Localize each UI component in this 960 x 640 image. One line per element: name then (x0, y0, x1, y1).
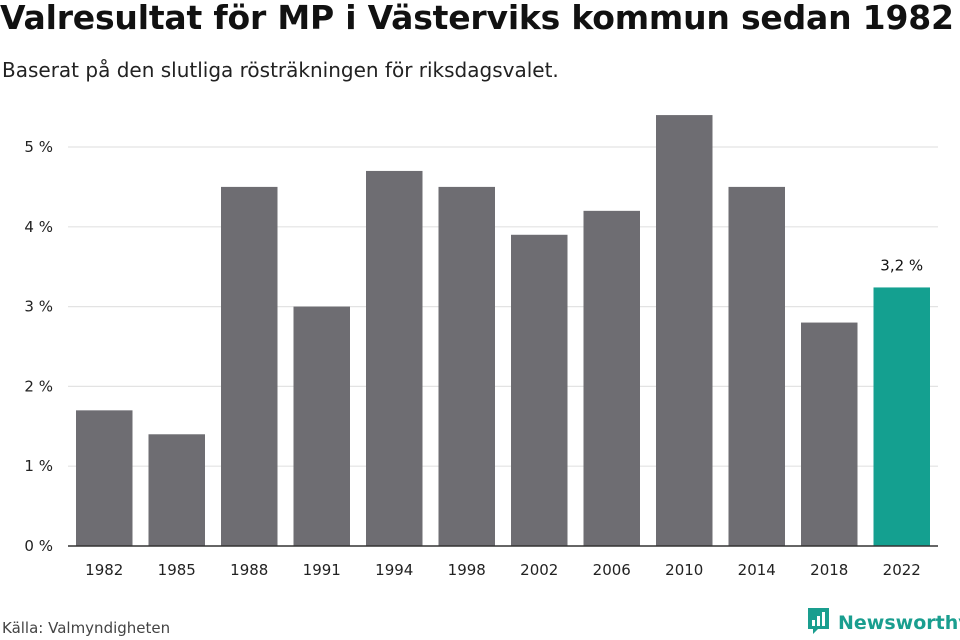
bar-1994 (366, 170, 423, 546)
bar-1985 (148, 434, 205, 546)
bar-2010 (656, 115, 713, 546)
y-tick-label: 0 % (24, 537, 53, 555)
y-tick-label: 1 % (24, 457, 53, 475)
y-tick-label: 4 % (24, 218, 53, 236)
x-tick-label: 1988 (230, 561, 268, 579)
x-tick-label: 1985 (158, 561, 196, 579)
bar-1991 (293, 306, 350, 546)
brand-name: Newsworthy (838, 612, 960, 634)
bar-2018 (801, 322, 858, 546)
chart-subtitle: Baserat på den slutliga rösträkningen fö… (2, 58, 559, 82)
x-tick-label: 2018 (810, 561, 848, 579)
x-tick-label: 2022 (883, 561, 921, 579)
newsworthy-logo-icon (806, 607, 831, 640)
y-tick-label: 5 % (24, 138, 53, 156)
x-tick-label: 1982 (85, 561, 123, 579)
bar-2006 (583, 210, 640, 546)
x-tick-label: 1994 (375, 561, 413, 579)
bar-1982 (76, 410, 133, 546)
x-tick-label: 2002 (520, 561, 558, 579)
y-tick-label: 2 % (24, 377, 53, 395)
x-tick-label: 1998 (448, 561, 486, 579)
newsworthy-brand[interactable]: Newsworthy (806, 607, 960, 640)
x-tick-label: 2014 (738, 561, 776, 579)
x-tick-label: 1991 (303, 561, 341, 579)
x-tick-label: 2010 (665, 561, 703, 579)
source-note: Källa: Valmyndigheten (2, 619, 171, 637)
bar-1998 (438, 186, 495, 546)
x-tick-label: 2006 (593, 561, 631, 579)
grid-lines (68, 146, 938, 467)
bar-1988 (221, 186, 278, 546)
bars (76, 115, 930, 546)
chart-title: Valresultat för MP i Västerviks kommun s… (0, 0, 954, 37)
bar-2014 (728, 186, 785, 546)
y-tick-label: 3 % (24, 298, 53, 316)
axes: 0 % 1 % 2 % 3 % 4 % 5 % 1982 1985 1988 1991 1994 19… (24, 138, 938, 579)
bar-2002 (511, 234, 568, 546)
highlight-value-label: 3,2 % (880, 256, 923, 274)
bar-2022 (873, 287, 930, 546)
